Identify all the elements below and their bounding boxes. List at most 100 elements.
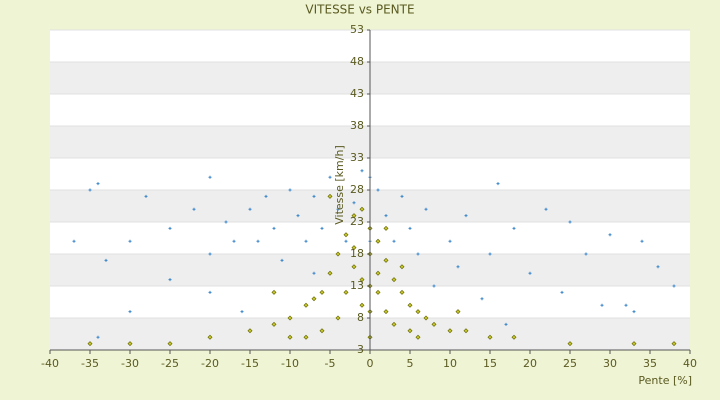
- point: [568, 220, 572, 224]
- point: [480, 297, 484, 301]
- point: [488, 252, 492, 256]
- x-tick-label: 5: [407, 357, 414, 370]
- x-tick-label: 10: [443, 357, 457, 370]
- point: [280, 258, 284, 262]
- point: [632, 310, 636, 314]
- x-tick-label: -25: [161, 357, 179, 370]
- point: [375, 270, 381, 276]
- point: [359, 302, 365, 308]
- point: [256, 239, 260, 243]
- point: [296, 214, 300, 218]
- point: [168, 278, 172, 282]
- point: [448, 239, 452, 243]
- point: [375, 289, 381, 295]
- point: [144, 194, 148, 198]
- x-tick-label: -15: [241, 357, 259, 370]
- point: [447, 328, 453, 334]
- point: [72, 239, 76, 243]
- x-tick-label: 20: [523, 357, 537, 370]
- point: [335, 315, 341, 321]
- point: [88, 188, 92, 192]
- point: [528, 271, 532, 275]
- point: [383, 309, 389, 315]
- x-tick-label: -30: [121, 357, 139, 370]
- point: [192, 207, 196, 211]
- y-tick-label: 33: [350, 151, 364, 164]
- point: [360, 169, 364, 173]
- y-tick-label: 28: [350, 183, 364, 196]
- point: [672, 284, 676, 288]
- y-axis-title: Vitesse [km/h]: [333, 145, 346, 225]
- point: [399, 289, 405, 295]
- point: [399, 264, 405, 270]
- point: [232, 239, 236, 243]
- point: [567, 341, 573, 347]
- point: [104, 258, 108, 262]
- point: [336, 207, 340, 211]
- y-tick-label: 23: [350, 215, 364, 228]
- point: [351, 213, 357, 219]
- point: [287, 315, 293, 321]
- point: [352, 201, 356, 205]
- point: [584, 252, 588, 256]
- point: [455, 309, 461, 315]
- y-tick-label: 8: [357, 311, 364, 324]
- point: [320, 226, 324, 230]
- x-axis-title: Pente [%]: [638, 374, 692, 387]
- point: [656, 265, 660, 269]
- point: [384, 214, 388, 218]
- point: [319, 328, 325, 334]
- point: [304, 239, 308, 243]
- point: [511, 334, 517, 340]
- point: [303, 302, 309, 308]
- point: [416, 252, 420, 256]
- point: [359, 277, 365, 283]
- y-tick-label: 13: [350, 279, 364, 292]
- point: [288, 188, 292, 192]
- y-tick-label: 48: [350, 55, 364, 68]
- point: [415, 309, 421, 315]
- point: [383, 225, 389, 231]
- point: [303, 334, 309, 340]
- point: [208, 252, 212, 256]
- point: [344, 239, 348, 243]
- y-tick-label: 43: [350, 87, 364, 100]
- point: [351, 245, 357, 251]
- point: [464, 214, 468, 218]
- point: [407, 328, 413, 334]
- point: [208, 175, 212, 179]
- point: [391, 277, 397, 283]
- point: [600, 303, 604, 307]
- x-tick-label: 40: [683, 357, 697, 370]
- point: [544, 207, 548, 211]
- point: [383, 257, 389, 263]
- point: [343, 232, 349, 238]
- point: [359, 206, 365, 212]
- point: [207, 334, 213, 340]
- point: [392, 239, 396, 243]
- point: [312, 271, 316, 275]
- x-tick-label: 25: [563, 357, 577, 370]
- x-tick-label: -40: [41, 357, 59, 370]
- x-tick-label: -10: [281, 357, 299, 370]
- point: [487, 334, 493, 340]
- point: [407, 302, 413, 308]
- point: [351, 264, 357, 270]
- point: [311, 296, 317, 302]
- point: [640, 239, 644, 243]
- point: [208, 290, 212, 294]
- y-tick-label: 18: [350, 247, 364, 260]
- point: [376, 188, 380, 192]
- x-tick-label: 35: [643, 357, 657, 370]
- point: [327, 270, 333, 276]
- point: [504, 322, 508, 326]
- point: [463, 328, 469, 334]
- point: [424, 207, 428, 211]
- y-tick-label: 38: [350, 119, 364, 132]
- point: [271, 321, 277, 327]
- x-tick-label: -5: [325, 357, 336, 370]
- point: [415, 334, 421, 340]
- point: [248, 207, 252, 211]
